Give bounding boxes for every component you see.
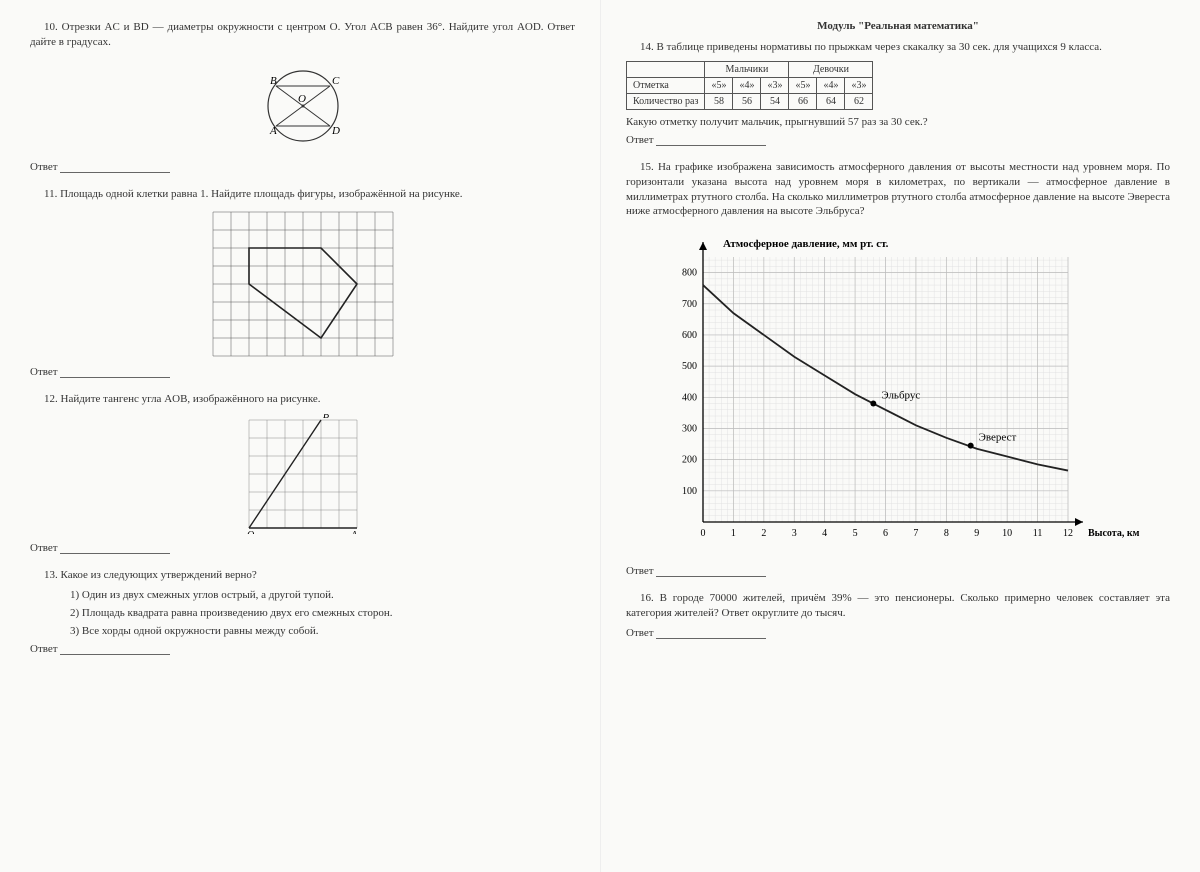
svg-text:700: 700 — [682, 299, 697, 310]
problem-11: 11. Площадь одной клетки равна 1. Найдит… — [30, 187, 575, 378]
svg-text:7: 7 — [913, 528, 918, 539]
problem-13: 13. Какое из следующих утверждений верно… — [30, 568, 575, 655]
svg-text:A: A — [350, 530, 358, 534]
answer-blank[interactable] — [656, 628, 766, 639]
answer-10: Ответ — [30, 161, 575, 173]
problem-14-question: Какую отметку получит мальчик, прыгнувши… — [626, 116, 1170, 128]
circle-diagram: B C A D O — [248, 58, 358, 153]
problem-15-text: 15. На графике изображена зависимость ат… — [626, 160, 1170, 219]
svg-text:500: 500 — [682, 361, 697, 372]
label-D: D — [331, 125, 340, 137]
svg-text:100: 100 — [682, 486, 697, 497]
grid-figure-11 — [211, 210, 395, 358]
svg-text:Эверест: Эверест — [979, 432, 1017, 444]
row-counts: Количество раз 58 56 54 66 64 62 — [627, 93, 873, 109]
row-marks: Отметка «5» «4» «3» «5» «4» «3» — [627, 77, 873, 93]
svg-text:Высота, км: Высота, км — [1088, 528, 1140, 539]
svg-text:11: 11 — [1033, 528, 1043, 539]
answer-label: Ответ — [30, 161, 58, 173]
problem-13-text: 13. Какое из следующих утверждений верно… — [30, 568, 575, 583]
problem-15: 15. На графике изображена зависимость ат… — [626, 160, 1170, 577]
svg-text:800: 800 — [682, 268, 697, 279]
problem-14-text: 14. В таблице приведены нормативы по пры… — [626, 40, 1170, 55]
answer-label: Ответ — [626, 134, 654, 146]
problem-10: 10. Отрезки AC и BD — диаметры окружност… — [30, 20, 575, 173]
problem-12-figure: O A B — [30, 414, 575, 534]
answer-blank[interactable] — [60, 644, 170, 655]
problem-10-figure: B C A D O — [30, 58, 575, 153]
problem-11-text: 11. Площадь одной клетки равна 1. Найдит… — [30, 187, 575, 202]
svg-text:Атмосферное давление, мм рт. с: Атмосферное давление, мм рт. ст. — [723, 238, 889, 250]
problem-16: 16. В городе 70000 жителей, причём 39% —… — [626, 591, 1170, 639]
svg-text:8: 8 — [944, 528, 949, 539]
svg-text:300: 300 — [682, 424, 697, 435]
answer-blank[interactable] — [60, 162, 170, 173]
norms-table: Мальчики Девочки Отметка «5» «4» «3» «5»… — [626, 61, 873, 110]
svg-text:400: 400 — [682, 393, 697, 404]
opt-2: 2) Площадь квадрата равна произведению д… — [70, 607, 575, 619]
problem-15-chart: 0123456789101112100200300400500600700800… — [626, 227, 1170, 557]
svg-text:200: 200 — [682, 455, 697, 466]
answer-blank[interactable] — [60, 367, 170, 378]
page-left: 10. Отрезки AC и BD — диаметры окружност… — [0, 0, 600, 872]
answer-blank[interactable] — [60, 543, 170, 554]
answer-16: Ответ — [626, 627, 1170, 639]
svg-text:Эльбрус: Эльбрус — [881, 390, 920, 402]
problem-11-figure — [30, 210, 575, 358]
module-title: Модуль "Реальная математика" — [626, 20, 1170, 32]
answer-label: Ответ — [30, 366, 58, 378]
page-right: Модуль "Реальная математика" 14. В табли… — [600, 0, 1200, 872]
answer-11: Ответ — [30, 366, 575, 378]
svg-text:10: 10 — [1002, 528, 1012, 539]
svg-text:12: 12 — [1063, 528, 1073, 539]
svg-text:600: 600 — [682, 330, 697, 341]
svg-text:2: 2 — [761, 528, 766, 539]
svg-text:O: O — [247, 530, 254, 534]
problem-16-text: 16. В городе 70000 жителей, причём 39% —… — [626, 591, 1170, 621]
grid-figure-12: O A B — [243, 414, 363, 534]
answer-blank[interactable] — [656, 135, 766, 146]
problem-14: 14. В таблице приведены нормативы по пры… — [626, 40, 1170, 146]
opt-3: 3) Все хорды одной окружности равны межд… — [70, 625, 575, 637]
answer-14: Ответ — [626, 134, 1170, 146]
svg-text:3: 3 — [792, 528, 797, 539]
hdr-boys: Мальчики — [705, 61, 789, 77]
label-A: A — [269, 125, 277, 137]
label-O: O — [298, 93, 306, 105]
label-B: B — [270, 75, 277, 87]
label-C: C — [332, 75, 340, 87]
answer-label: Ответ — [626, 627, 654, 639]
hdr-girls: Девочки — [789, 61, 873, 77]
answer-15: Ответ — [626, 565, 1170, 577]
svg-text:6: 6 — [883, 528, 888, 539]
problem-10-text: 10. Отрезки AC и BD — диаметры окружност… — [30, 20, 575, 50]
answer-blank[interactable] — [656, 566, 766, 577]
svg-text:1: 1 — [731, 528, 736, 539]
svg-text:9: 9 — [974, 528, 979, 539]
problem-12-text: 12. Найдите тангенс угла AOB, изображённ… — [30, 392, 575, 407]
svg-text:5: 5 — [853, 528, 858, 539]
answer-label: Ответ — [626, 565, 654, 577]
problem-12: 12. Найдите тангенс угла AOB, изображённ… — [30, 392, 575, 555]
answer-label: Ответ — [30, 643, 58, 655]
answer-label: Ответ — [30, 542, 58, 554]
svg-text:4: 4 — [822, 528, 827, 539]
svg-text:B: B — [323, 414, 329, 421]
opt-1: 1) Один из двух смежных углов острый, а … — [70, 589, 575, 601]
answer-12: Ответ — [30, 542, 575, 554]
svg-text:0: 0 — [701, 528, 706, 539]
answer-13: Ответ — [30, 643, 575, 655]
pressure-chart: 0123456789101112100200300400500600700800… — [648, 227, 1148, 557]
